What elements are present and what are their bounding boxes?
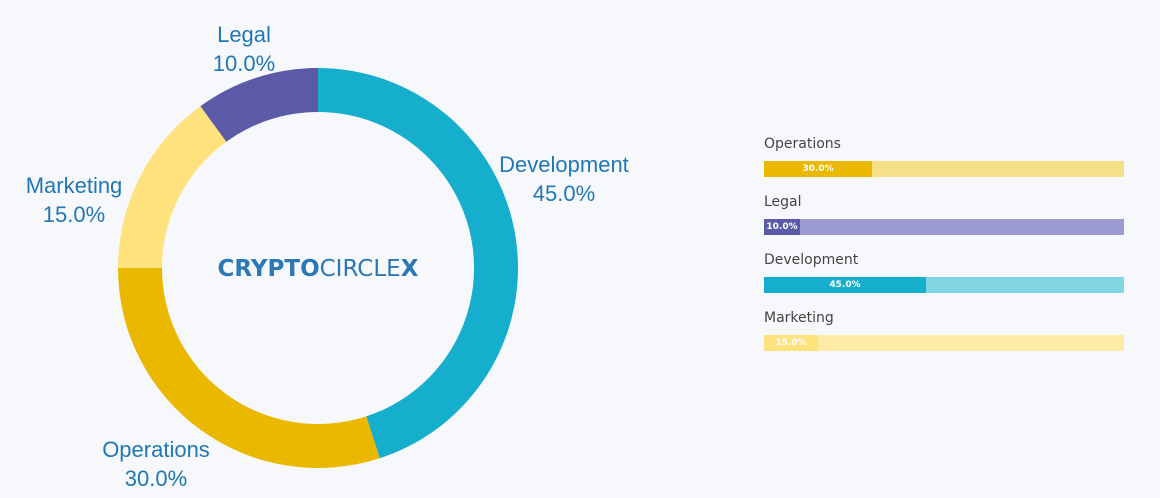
bar-label-operations: Operations	[764, 136, 841, 152]
logo-tail: X	[401, 256, 419, 282]
bar-fill-operations	[764, 161, 872, 177]
donut-slice-legal[interactable]	[200, 68, 318, 142]
donut-chart: Development 45.0% Operations 30.0% Marketing…	[26, 22, 629, 491]
bar-fill-development	[764, 277, 926, 293]
slice-label-development: Development	[499, 152, 629, 177]
bar-label-development: Development	[764, 252, 859, 268]
bar-item-operations: Operations 30.0%	[764, 134, 1124, 192]
bar-item-development: Development 45.0%	[764, 250, 1124, 308]
slice-label-legal: Legal	[217, 22, 271, 47]
slice-label-operations: Operations	[102, 437, 210, 462]
slice-value-marketing: 15.0%	[43, 202, 105, 227]
bar-value-operations: 30.0%	[802, 164, 834, 174]
slice-value-legal: 10.0%	[213, 51, 275, 76]
progress-bar-list: Operations 30.0% Legal 10.0% Development 45.0…	[764, 134, 1124, 366]
logo-text: CRYPTOCIRCLEX	[218, 256, 419, 282]
bar-fill-marketing	[764, 335, 818, 351]
bar-track-development: 45.0%	[764, 277, 1124, 293]
donut-slice-marketing[interactable]	[118, 106, 227, 269]
slice-label-marketing: Marketing	[26, 173, 123, 198]
donut-slice-development[interactable]	[318, 68, 518, 459]
bar-track-legal: 10.0%	[764, 219, 1124, 235]
bar-value-marketing: 15.0%	[775, 338, 807, 348]
slice-value-operations: 30.0%	[125, 466, 187, 491]
logo-light-part: CIRCLE	[320, 256, 401, 282]
bar-item-marketing: Marketing 15.0%	[764, 308, 1124, 366]
donut-slice-operations[interactable]	[118, 268, 380, 469]
donut-labels: Development 45.0% Operations 30.0% Marketing…	[26, 22, 629, 491]
bar-value-legal: 10.0%	[766, 222, 798, 232]
bar-track-marketing: 15.0%	[764, 335, 1124, 351]
slice-value-development: 45.0%	[533, 181, 595, 206]
bar-fill-legal	[764, 219, 800, 235]
bar-label-marketing: Marketing	[764, 310, 834, 326]
center-logo: CRYPTOCIRCLEX	[218, 256, 419, 282]
bar-track-operations: 30.0%	[764, 161, 1124, 177]
bar-item-legal: Legal 10.0%	[764, 192, 1124, 250]
bar-label-legal: Legal	[764, 194, 802, 210]
bar-value-development: 45.0%	[829, 280, 861, 290]
logo-bold-part: CRYPTO	[218, 256, 320, 282]
donut-slices	[118, 68, 518, 469]
